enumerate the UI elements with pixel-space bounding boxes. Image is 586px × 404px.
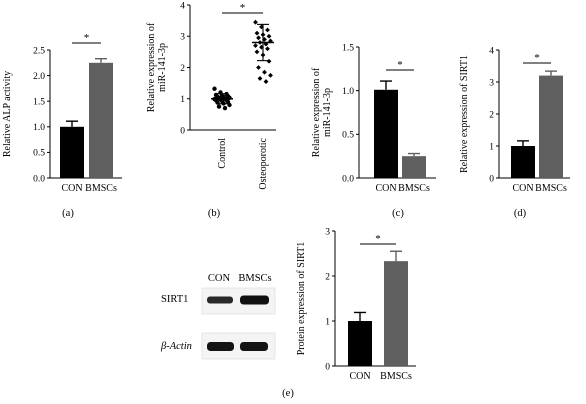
y-tick-label: 1.5 [33, 98, 45, 108]
data-point [254, 30, 260, 36]
blot-row-beta-actin: β-Actin [160, 341, 192, 352]
y-tick-label: 2.0 [33, 72, 45, 82]
panel-d-chart: 0 1 2 3 4 Relative expression of SIRT1 CON BMSC… [459, 46, 570, 194]
data-point [259, 24, 264, 30]
y-tick-label: 1.0 [33, 123, 45, 133]
x-category-label: BMSCs [398, 183, 430, 194]
y-axis-label: Protein expression of SIRT1 [296, 242, 307, 356]
blot-column-con: CON [208, 273, 231, 284]
x-category-label: BMSCs [85, 183, 117, 194]
y-tick-label: 0.0 [33, 174, 45, 184]
significance-marker: * [84, 32, 90, 44]
y-tick-label: 1 [325, 317, 330, 327]
y-tick-label: 0.5 [342, 131, 354, 141]
blot-column-bmscs: BMSCs [238, 273, 271, 284]
y-tick-label: 1.5 [342, 43, 354, 53]
western-blot: CON BMSCs SIRT1 β-Actin [160, 273, 276, 360]
blot-band-actin-bmscs [240, 342, 268, 351]
data-point [222, 105, 228, 111]
panel-c-chart: 0.0 0.5 1.0 1.5 Relative expression ofmiR-14… [311, 43, 436, 194]
significance-marker: * [240, 2, 246, 14]
y-tick-label: 0.5 [33, 149, 45, 159]
x-category-label: CON [61, 183, 82, 194]
x-category-label: Osteoporotic [258, 137, 269, 189]
y-tick-label: 4 [489, 46, 494, 56]
data-point [263, 41, 269, 47]
panel-label-d: (d) [514, 208, 527, 219]
bar [60, 126, 84, 178]
x-category-label: CON [512, 183, 533, 194]
y-tick-label: 0 [180, 126, 185, 136]
significance-marker: * [397, 59, 403, 71]
y-axis-label-line: miR-141-3p [322, 88, 333, 137]
blot-band-sirt1-con [207, 296, 233, 304]
y-axis-label: Relative ALP activity [2, 71, 13, 157]
data-point [257, 76, 263, 81]
data-point [268, 38, 273, 44]
data-point [212, 86, 217, 91]
bar [374, 89, 398, 178]
data-point [254, 49, 260, 55]
blot-row-sirt1: SIRT1 [161, 294, 188, 305]
y-tick-label: 0 [325, 362, 330, 372]
panel-label-a: (a) [62, 208, 74, 219]
y-axis-label: Relative expression ofmiR-141-3p [146, 22, 168, 112]
panel-a-chart: 0.0 0.5 1.0 1.5 2.0 2.5 Relative ALP activity C… [2, 32, 122, 194]
data-point [266, 33, 272, 39]
x-category-label: BMSCs [535, 183, 567, 194]
y-tick-label: 3 [325, 227, 330, 237]
y-tick-label: 2 [180, 64, 185, 74]
data-point [253, 19, 258, 25]
panel-b-chart: 0 1 2 3 4 Relative expression ofmiR-141-3p Con… [146, 1, 276, 190]
y-tick-label: 2.5 [33, 46, 45, 56]
y-axis-label-line: Relative expression of [311, 67, 322, 157]
y-tick-label: 0 [489, 174, 494, 184]
data-point [268, 72, 273, 78]
data-point [253, 43, 258, 49]
data-point [262, 36, 267, 42]
y-axis-label: Relative expression ofmiR-141-3p [311, 67, 333, 157]
bar [539, 75, 563, 178]
blot-band-sirt1-bmscs [240, 295, 269, 305]
y-axis-label: Relative expression of SIRT1 [459, 55, 470, 173]
data-point [265, 27, 270, 33]
y-tick-label: 2 [325, 272, 330, 282]
y-axis-label-line: Relative expression of [146, 22, 157, 112]
y-axis-label-line: miR-141-3p [157, 43, 168, 92]
bar [348, 321, 372, 366]
data-point [227, 102, 232, 108]
data-point [256, 35, 261, 41]
data-point [266, 58, 272, 64]
y-tick-label: 4 [180, 1, 185, 11]
significance-marker: * [534, 52, 540, 64]
x-category-label: CON [349, 371, 370, 382]
panel-e-chart: 0 1 2 3 Protein expression of SIRT1 CON BMSCs * [296, 227, 416, 382]
y-tick-label: 3 [489, 78, 494, 88]
y-tick-label: 0.0 [342, 174, 354, 184]
bar [384, 261, 408, 366]
x-category-label: BMSCs [380, 371, 412, 382]
blot-band-actin-con [207, 342, 234, 351]
bar [402, 156, 426, 178]
y-tick-label: 3 [180, 33, 185, 43]
x-category-label: Control [217, 138, 228, 169]
y-tick-label: 1 [489, 142, 494, 152]
panel-label-e: (e) [282, 388, 294, 399]
bar [511, 146, 535, 178]
y-tick-label: 1.0 [342, 87, 354, 97]
data-point [259, 44, 264, 50]
panel-label-b: (b) [208, 208, 221, 219]
data-point [216, 104, 222, 109]
significance-marker: * [375, 233, 381, 245]
data-point [265, 46, 270, 52]
y-tick-label: 2 [489, 110, 494, 120]
y-tick-label: 1 [180, 95, 185, 105]
data-point [263, 79, 269, 84]
bar [89, 62, 113, 178]
data-point [262, 69, 267, 75]
panel-label-c: (c) [392, 208, 404, 219]
x-category-label: CON [375, 183, 396, 194]
data-point [256, 65, 261, 70]
